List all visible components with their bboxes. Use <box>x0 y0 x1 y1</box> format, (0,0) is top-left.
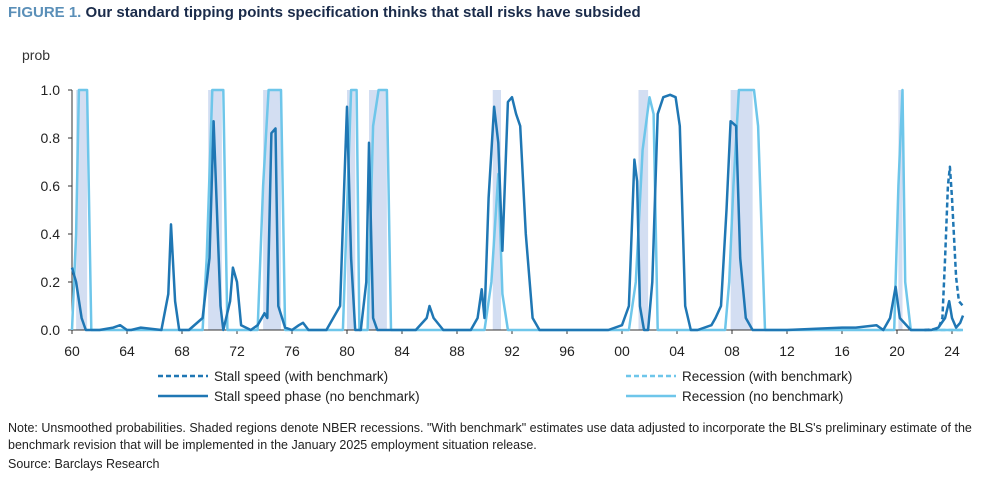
y-tick-label-4: 0.8 <box>41 130 61 146</box>
y-tick-label-3: 0.6 <box>41 178 61 194</box>
tick-labels: 0.0 0.2 0.4 0.6 0.8 1.0 60 64 68 72 76 80 84 88 92 96 00… <box>41 82 960 359</box>
footnote: Note: Unsmoothed probabilities. Shaded r… <box>8 421 972 452</box>
recession-band-7 <box>730 90 753 330</box>
series-lines <box>70 88 965 332</box>
legend-label-1: Recession (with benchmark) <box>682 369 852 384</box>
y-tick-label-1: 0.2 <box>41 274 61 290</box>
x-tick-label-0: 60 <box>64 343 80 359</box>
x-tick-label-13: 12 <box>779 343 795 359</box>
x-tick-label-16: 24 <box>944 343 960 359</box>
x-tick-label-8: 92 <box>504 343 520 359</box>
x-tick-label-15: 20 <box>889 343 905 359</box>
legend-label-3: Recession (no benchmark) <box>682 389 843 404</box>
recession-band-8 <box>898 90 903 330</box>
chart-title: FIGURE 1. Our standard tipping points sp… <box>8 4 641 21</box>
series-line-3 <box>70 88 963 332</box>
series-line-2 <box>70 93 965 332</box>
y-tick-label-2: 0.4 <box>41 226 61 242</box>
legend-label-0: Stall speed (with benchmark) <box>214 369 388 384</box>
x-tick-label-11: 04 <box>669 343 685 359</box>
legend: Stall speed (with benchmark) Recession (w… <box>158 369 852 404</box>
recession-band-3 <box>347 90 356 330</box>
x-tick-label-14: 16 <box>834 343 850 359</box>
chart-title-text: Our standard tipping points specificatio… <box>85 4 641 21</box>
axes <box>68 89 960 334</box>
chart-svg: 0.0 0.2 0.4 0.6 0.8 1.0 60 64 68 72 76 80 84 88 92 96 00… <box>41 82 965 404</box>
x-tick-label-5: 80 <box>339 343 355 359</box>
x-tick-label-10: 00 <box>614 343 630 359</box>
recession-band-0 <box>76 90 88 330</box>
x-tick-label-3: 72 <box>229 343 245 359</box>
x-tick-label-12: 08 <box>724 343 740 359</box>
figure-label: FIGURE 1. <box>8 4 82 21</box>
recession-shading <box>76 90 903 330</box>
x-tick-label-4: 76 <box>284 343 300 359</box>
source-line: Source: Barclays Research <box>8 457 160 471</box>
x-tick-label-9: 96 <box>559 343 575 359</box>
y-tick-label-0: 0.0 <box>41 322 61 338</box>
x-tick-label-1: 64 <box>119 343 135 359</box>
recession-band-6 <box>638 90 649 330</box>
legend-label-2: Stall speed phase (no benchmark) <box>214 389 420 404</box>
y-axis-label: prob <box>22 47 51 63</box>
x-tick-label-7: 88 <box>449 343 465 359</box>
y-tick-label-5: 1.0 <box>41 82 61 98</box>
series-line-0 <box>924 165 964 332</box>
x-tick-label-2: 68 <box>174 343 190 359</box>
x-tick-label-6: 84 <box>394 343 410 359</box>
